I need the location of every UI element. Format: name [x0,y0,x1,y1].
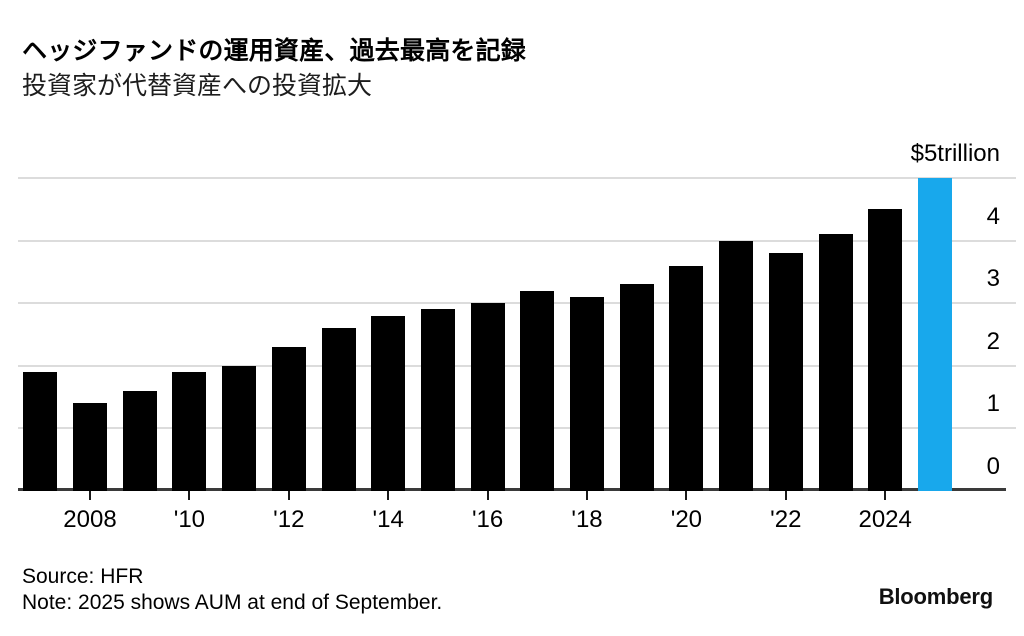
y-axis-label-4: 4 [986,202,1000,230]
y-axis-label-0: 0 [986,453,1000,480]
bar-2023 [818,234,853,491]
x-tick-2008 [89,491,91,500]
bar-2015 [420,309,455,491]
bar-2019 [619,284,654,491]
gridline-4 [18,239,1016,242]
x-axis-label-2008: 2008 [63,506,117,533]
bar-2012 [271,347,306,491]
bar-2020 [669,265,704,491]
bar-2013 [321,328,356,491]
x-axis-label-2022: '22 [770,506,802,533]
x-axis-label-2020: '20 [670,506,703,533]
chart-title: ヘッジファンドの運用資産、過去最高を記録 [22,37,527,65]
bar-2010 [172,372,207,491]
x-tick-2016 [486,491,489,500]
bar-2009 [122,390,157,491]
x-axis-label-2014: '14 [372,506,404,533]
x-tick-2022 [784,491,787,500]
footer-notes: Source: HFR Note: 2025 shows AUM at end … [22,564,442,616]
bar-2018 [570,296,604,491]
x-axis-label-2018: '18 [571,506,603,533]
bar-2014 [371,315,406,491]
gridline-3 [18,302,1016,305]
bar-2021 [719,240,754,491]
x-tick-2010 [188,491,191,500]
bar-2017 [520,290,555,491]
x-axis-label-2024: 2024 [858,506,912,533]
bar-2007 [23,372,58,491]
x-axis-label-2016: '16 [471,506,504,533]
chart-subtitle: 投資家が代替資産への投資拡大 [22,72,373,100]
x-tick-2014 [387,491,390,500]
x-tick-2018 [586,491,588,500]
x-tick-2024 [884,491,887,500]
y-axis-label-1: 1 [986,390,1000,418]
bar-2024 [868,209,903,491]
bar-2025 [917,178,952,491]
x-tick-2012 [287,491,290,500]
gridline-1 [18,427,1016,430]
x-axis-label-2010: '10 [173,506,206,533]
x-tick-2020 [685,491,688,500]
gridline-5 [18,177,1016,179]
note-text: Note: 2025 shows AUM at end of September… [22,591,443,614]
bar-2011 [222,365,257,491]
y-axis-label-2: 2 [986,327,1000,355]
bar-2016 [470,303,505,491]
x-axis-baseline [18,488,1006,491]
source-text: Source: HFR [22,565,144,588]
bar-2022 [768,253,803,491]
bloomberg-logo: Bloomberg [878,584,994,609]
gridline-2 [18,364,1016,367]
y-axis-label-3: 3 [986,265,1000,293]
y-axis-top-label: $5trillion [910,140,1000,167]
bar-2008 [73,403,107,491]
x-axis-label-2012: '12 [273,506,305,533]
